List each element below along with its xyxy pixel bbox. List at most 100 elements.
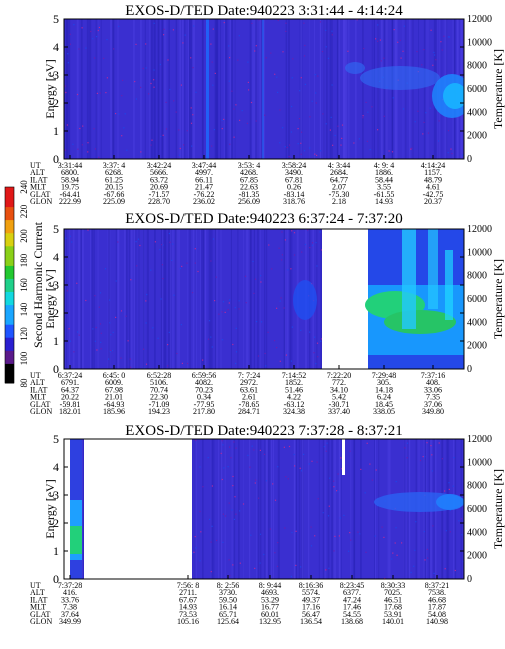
y2-tick-label: 10000 xyxy=(467,37,492,48)
table-cell: 4.22 xyxy=(287,393,301,402)
y-tick-label: 4 xyxy=(53,40,59,54)
table-cell: 22.63 xyxy=(240,183,258,192)
row-label-ut: UT xyxy=(30,161,41,170)
table-cell: 3:42:24 xyxy=(147,161,171,170)
table-cell: 105.16 xyxy=(177,617,199,626)
row-label-glat: GLAT xyxy=(30,610,51,619)
table-cell: 3730. xyxy=(219,588,237,597)
y2-tick-label: 12000 xyxy=(467,14,492,25)
table-cell: 140.98 xyxy=(426,617,448,626)
y-tick-label: 0 xyxy=(53,152,59,166)
table-cell: 63.72 xyxy=(150,175,168,184)
table-cell: 217.80 xyxy=(193,407,215,416)
y-tick-label: 4 xyxy=(53,250,59,264)
table-cell: 8:30:33 xyxy=(381,581,405,590)
table-cell: -59.81 xyxy=(60,400,81,409)
table-cell: 46.68 xyxy=(428,595,446,604)
table-cell: 416. xyxy=(63,588,77,597)
table-cell: 5666. xyxy=(150,168,168,177)
y2-tick-label: 6000 xyxy=(467,84,487,95)
table-cell: 7:37:28 xyxy=(58,581,82,590)
colorbar-swatch xyxy=(5,324,14,332)
colorbar-swatch xyxy=(5,311,14,319)
row-label-alt: ALT xyxy=(30,588,45,597)
y2-tick-label: 6000 xyxy=(467,504,487,515)
table-cell: 4268. xyxy=(240,168,258,177)
table-cell: -61.55 xyxy=(374,190,395,199)
table-cell: 53.91 xyxy=(384,610,402,619)
table-cell: -71.09 xyxy=(149,400,170,409)
table-cell: 21.47 xyxy=(195,183,213,192)
table-cell: -71.57 xyxy=(149,190,170,199)
row-label-ut: UT xyxy=(30,581,41,590)
y2-tick-label: 10000 xyxy=(467,457,492,468)
colorbar-swatch xyxy=(5,363,14,371)
table-cell: 225.09 xyxy=(103,197,125,206)
cyan-patch xyxy=(443,83,464,109)
y-tick-label: 0 xyxy=(53,572,59,586)
heatmap-body xyxy=(64,439,464,579)
table-cell: 8:37:21 xyxy=(425,581,449,590)
table-cell: 20.37 xyxy=(424,197,442,206)
table-cell: 338.05 xyxy=(373,407,395,416)
table-cell: 3:53: 4 xyxy=(238,161,260,170)
table-cell: 7:56: 8 xyxy=(177,581,199,590)
table-cell: 20.69 xyxy=(150,183,168,192)
table-cell: 6268. xyxy=(105,168,123,177)
table-cell: 3:37: 4 xyxy=(103,161,125,170)
table-cell: 17.68 xyxy=(384,603,402,612)
table-cell: 349.80 xyxy=(422,407,444,416)
table-cell: 18.45 xyxy=(375,400,393,409)
y-tick-label: 4 xyxy=(53,460,59,474)
y2-axis-label: Temperature [K] xyxy=(491,49,505,129)
y-tick-label: 5 xyxy=(53,222,59,236)
colorbar-frame xyxy=(4,186,15,384)
table-cell: -75.30 xyxy=(329,190,350,199)
table-cell: 70.23 xyxy=(195,385,213,394)
table-cell: 59.50 xyxy=(219,595,237,604)
table-cell: 64.77 xyxy=(330,175,348,184)
table-cell: 48.79 xyxy=(424,175,442,184)
row-label-alt: ALT xyxy=(30,168,45,177)
table-cell: 70.74 xyxy=(150,385,168,394)
y2-tick-label: 0 xyxy=(467,574,472,585)
y2-axis-label: Temperature [K] xyxy=(491,259,505,339)
green-patch xyxy=(70,526,82,554)
table-cell: 6791. xyxy=(61,378,79,387)
table-cell: 2.18 xyxy=(332,197,346,206)
row-label-mlt: MLT xyxy=(30,603,46,612)
table-cell: 7:14:52 xyxy=(282,371,306,380)
colorbar-label: Second Harmonic Current xyxy=(31,221,45,348)
colorbar-swatch xyxy=(5,291,14,299)
table-cell: 3:31:44 xyxy=(58,161,82,170)
y2-tick-label: 4000 xyxy=(467,527,487,538)
table-cell: 7.35 xyxy=(426,393,440,402)
spectrogram-panel-1: EXOS-D/TED Date:940223 3:31:44 - 4:14:24… xyxy=(30,3,505,206)
y-tick-label: 3 xyxy=(53,278,59,292)
table-cell: 3:58:24 xyxy=(282,161,306,170)
y-tick-label: 2 xyxy=(53,96,59,110)
table-cell: 51.46 xyxy=(285,385,303,394)
table-cell: 67.85 xyxy=(240,175,258,184)
y2-tick-label: 2000 xyxy=(467,131,487,142)
table-cell: 4997. xyxy=(195,168,213,177)
table-cell: 7.38 xyxy=(63,603,77,612)
y2-axis-label: Temperature [K] xyxy=(491,469,505,549)
colorbar-tick-label: 160 xyxy=(19,278,29,292)
table-cell: 0.34 xyxy=(197,393,211,402)
colorbar-swatch xyxy=(5,265,14,273)
row-label-ilat: ILAT xyxy=(30,595,47,604)
table-cell: 2684. xyxy=(330,168,348,177)
row-label-mlt: MLT xyxy=(30,183,46,192)
colorbar-swatch xyxy=(5,200,14,208)
table-cell: 408. xyxy=(426,378,440,387)
table-cell: 2.61 xyxy=(242,393,256,402)
y2-tick-label: 8000 xyxy=(467,481,487,492)
colorbar-swatch xyxy=(5,337,14,345)
table-cell: -67.66 xyxy=(104,190,125,199)
y2-tick-label: 6000 xyxy=(467,294,487,305)
table-cell: 66.11 xyxy=(195,175,213,184)
table-cell: -83.14 xyxy=(284,190,305,199)
table-cell: 5574. xyxy=(302,588,320,597)
